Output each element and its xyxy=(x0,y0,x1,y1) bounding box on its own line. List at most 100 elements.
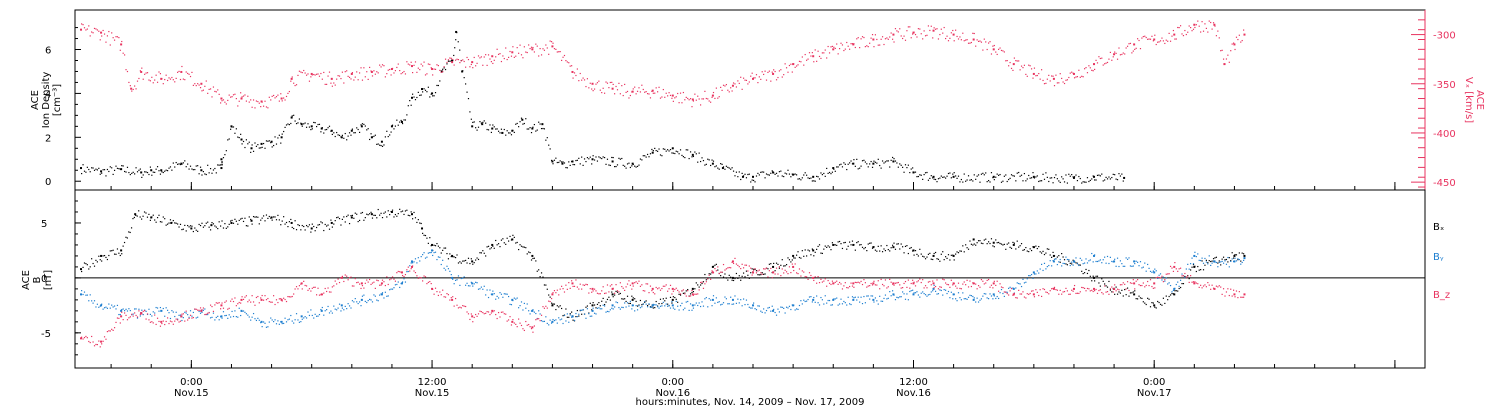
data-dot xyxy=(483,120,485,122)
data-point xyxy=(691,153,694,156)
data-dot xyxy=(920,33,922,35)
data-dot xyxy=(1205,261,1207,263)
data-point xyxy=(1153,38,1156,41)
data-point xyxy=(471,282,474,285)
data-dot xyxy=(294,319,296,321)
data-dot xyxy=(422,254,424,256)
data-dot xyxy=(761,311,763,313)
data-dot xyxy=(879,44,881,46)
data-dot xyxy=(1138,284,1140,286)
data-dot xyxy=(350,307,352,309)
data-dot xyxy=(300,229,302,231)
data-dot xyxy=(877,245,879,247)
data-dot xyxy=(277,137,279,139)
data-dot xyxy=(410,262,412,264)
data-dot xyxy=(866,295,868,297)
data-dot xyxy=(305,224,308,227)
data-point xyxy=(511,320,514,323)
data-dot xyxy=(303,225,305,228)
data-dot xyxy=(866,45,868,47)
data-dot xyxy=(148,319,150,321)
data-dot xyxy=(181,319,183,322)
data-dot xyxy=(880,38,882,40)
data-dot xyxy=(328,312,331,314)
data-dot xyxy=(1059,289,1061,292)
data-dot xyxy=(943,176,945,178)
data-dot xyxy=(569,314,571,316)
data-dot xyxy=(91,167,93,169)
data-dot xyxy=(526,253,528,255)
data-dot xyxy=(705,281,707,283)
data-dot xyxy=(218,93,220,95)
data-dot xyxy=(967,248,970,250)
data-dot xyxy=(103,254,106,257)
data-dot xyxy=(1088,269,1090,272)
data-dot xyxy=(201,90,203,92)
data-dot xyxy=(856,299,858,301)
data-dot xyxy=(831,242,834,244)
data-dot xyxy=(308,224,311,226)
data-dot xyxy=(343,280,345,283)
data-dot xyxy=(1138,265,1140,267)
data-dot xyxy=(546,288,548,290)
data-dot xyxy=(790,63,792,65)
data-dot xyxy=(740,178,742,181)
data-dot xyxy=(889,250,891,252)
data-dot xyxy=(625,167,627,169)
data-dot xyxy=(1081,286,1083,289)
data-point xyxy=(410,265,413,268)
data-dot xyxy=(1135,280,1137,282)
data-dot xyxy=(834,47,836,50)
data-dot xyxy=(217,89,219,91)
data-dot xyxy=(283,322,285,325)
data-point xyxy=(455,30,458,33)
data-dot xyxy=(1041,263,1043,265)
data-dot xyxy=(639,307,642,309)
data-dot xyxy=(702,98,705,100)
data-dot xyxy=(497,311,500,314)
data-dot xyxy=(669,307,672,309)
data-dot xyxy=(689,151,692,153)
data-dot xyxy=(965,39,967,41)
data-dot xyxy=(1211,284,1213,286)
data-dot xyxy=(320,308,322,311)
data-dot xyxy=(185,166,187,168)
data-dot xyxy=(692,100,695,102)
data-dot xyxy=(1165,39,1167,41)
data-dot xyxy=(992,287,994,289)
data-dot xyxy=(712,295,715,297)
data-dot xyxy=(546,137,548,139)
data-dot xyxy=(754,268,756,270)
data-dot xyxy=(363,294,365,296)
data-dot xyxy=(750,181,752,183)
data-dot xyxy=(720,86,722,89)
data-dot xyxy=(133,216,135,219)
data-dot xyxy=(602,286,604,288)
data-dot xyxy=(115,253,117,255)
data-dot xyxy=(980,173,983,175)
data-dot xyxy=(787,71,789,73)
data-dot xyxy=(871,295,874,297)
data-dot xyxy=(348,277,351,279)
data-dot xyxy=(473,56,475,59)
data-dot xyxy=(664,285,666,287)
data-dot xyxy=(126,166,129,168)
x-axis-label: hours:minutes, Nov. 14, 2009 – Nov. 17, … xyxy=(636,397,865,408)
data-dot xyxy=(553,290,556,292)
data-point xyxy=(1093,254,1096,257)
data-dot xyxy=(1187,263,1189,265)
data-dot xyxy=(202,309,205,311)
data-dot xyxy=(701,281,703,283)
data-dot xyxy=(424,257,427,259)
data-dot xyxy=(113,39,116,41)
data-dot xyxy=(1227,261,1229,263)
data-dot xyxy=(631,295,633,297)
data-point xyxy=(832,167,835,170)
data-dot xyxy=(644,155,646,157)
data-dot xyxy=(446,252,448,255)
data-dot xyxy=(532,257,534,260)
data-dot xyxy=(659,305,662,307)
data-dot xyxy=(387,69,389,71)
data-dot xyxy=(753,77,755,79)
data-dot xyxy=(943,26,945,29)
